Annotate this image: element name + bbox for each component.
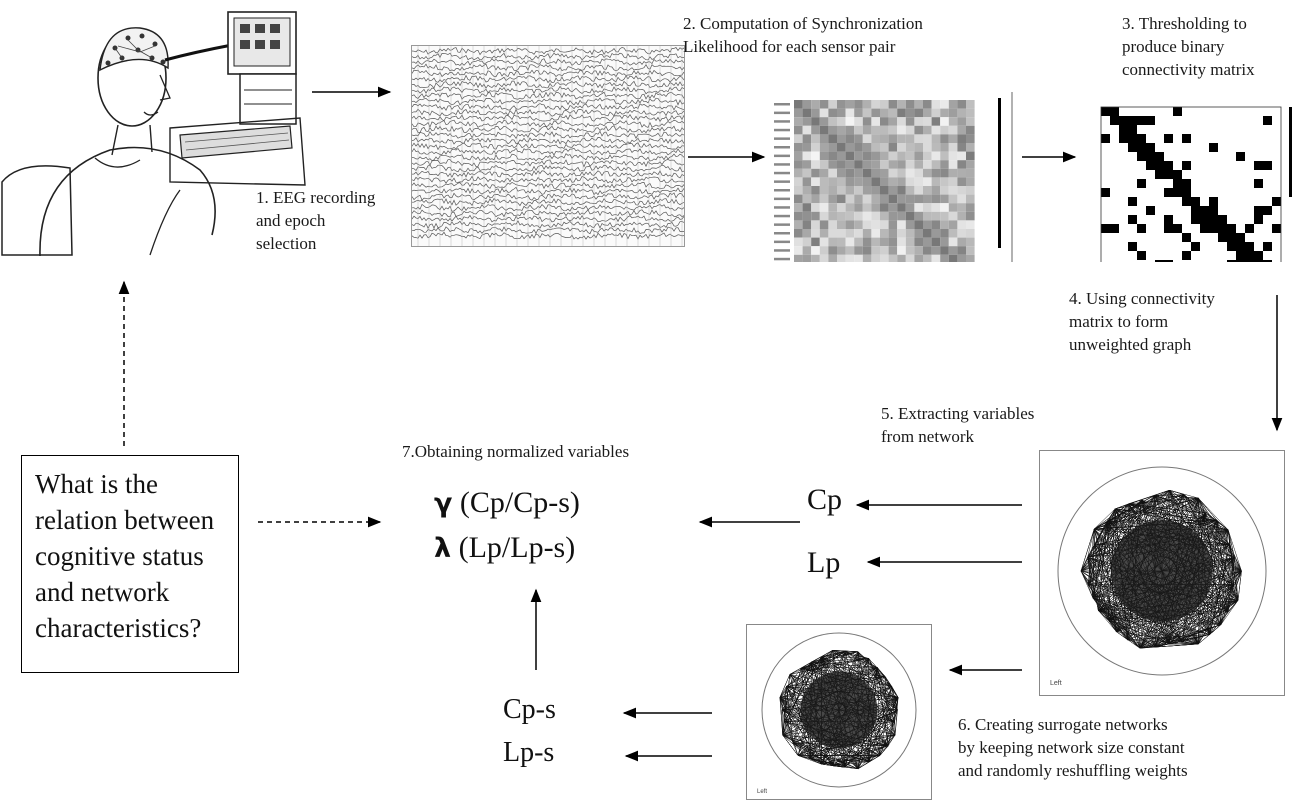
surrogate-graph-panel: Left: [746, 624, 932, 800]
lambda-expression: (Lp/Lp-s): [458, 531, 576, 564]
lp-s-variable: Lp-s: [503, 737, 555, 768]
step-5-line-1: 5. Extracting variables: [881, 404, 1035, 423]
step-2-line-2: Likelihood for each sensor pair: [683, 37, 896, 56]
eeg-signal-panel: [411, 45, 685, 247]
binary-colorbar: [1289, 107, 1292, 197]
step-1-line-2: and epoch: [256, 211, 326, 230]
question-line-3: cognitive status: [35, 541, 204, 571]
lambda-formula: λ (Lp/Lp-s): [434, 530, 575, 567]
step-6-label: 6. Creating surrogate networks by keepin…: [958, 713, 1188, 782]
step-3-line-2: produce binary: [1122, 37, 1225, 56]
gamma-symbol: γ: [434, 488, 453, 519]
step-3-line-3: connectivity matrix: [1122, 60, 1255, 79]
step-1-line-3: selection: [256, 234, 317, 253]
binary-matrix-panel: [1083, 87, 1303, 262]
step-1-label: 1. EEG recording and epoch selection: [256, 186, 375, 255]
step-5-label: 5. Extracting variables from network: [881, 402, 1034, 448]
step-5-line-2: from network: [881, 427, 975, 446]
sl-matrix-panel: [770, 90, 1020, 262]
step-7-label: 7.Obtaining normalized variables: [402, 442, 630, 461]
step-3-line-1: 3. Thresholding to: [1122, 14, 1247, 33]
step-3-label: 3. Thresholding to produce binary connec…: [1122, 12, 1255, 81]
step-6-line-2: by keeping network size constant: [958, 738, 1185, 757]
sl-colorbar: [998, 98, 1001, 248]
step-2-label: 2. Computation of Synchronization Likeli…: [683, 12, 923, 58]
step-4-line-2: matrix to form: [1069, 312, 1169, 331]
network-graph-panel: Left: [1039, 450, 1285, 696]
step-4-label: 4. Using connectivity matrix to form unw…: [1069, 287, 1215, 356]
question-line-5: characteristics?: [35, 613, 202, 643]
step-4-line-1: 4. Using connectivity: [1069, 289, 1215, 308]
cp-variable: Cp: [807, 483, 843, 516]
step-4-line-3: unweighted graph: [1069, 335, 1192, 354]
question-line-2: relation between: [35, 505, 215, 535]
eeg-recording-illustration: [1, 11, 306, 257]
question-line-1: What is the: [35, 469, 158, 499]
lambda-symbol: λ: [434, 533, 452, 564]
research-question-box: What is the relation between cognitive s…: [21, 455, 239, 673]
gamma-formula: γ (Cp/Cp-s): [434, 485, 580, 522]
step-6-line-3: and randomly reshuffling weights: [958, 761, 1188, 780]
graph-caption: Left: [1050, 680, 1062, 687]
step-2-line-1: 2. Computation of Synchronization: [683, 14, 923, 33]
gamma-expression: (Cp/Cp-s): [459, 486, 580, 519]
cp-s-variable: Cp-s: [503, 694, 556, 725]
lp-variable: Lp: [807, 546, 841, 579]
question-line-4: and network: [35, 577, 170, 607]
step-6-line-1: 6. Creating surrogate networks: [958, 715, 1168, 734]
surrogate-graph-caption: Left: [757, 789, 767, 795]
step-1-line-1: 1. EEG recording: [256, 188, 376, 207]
